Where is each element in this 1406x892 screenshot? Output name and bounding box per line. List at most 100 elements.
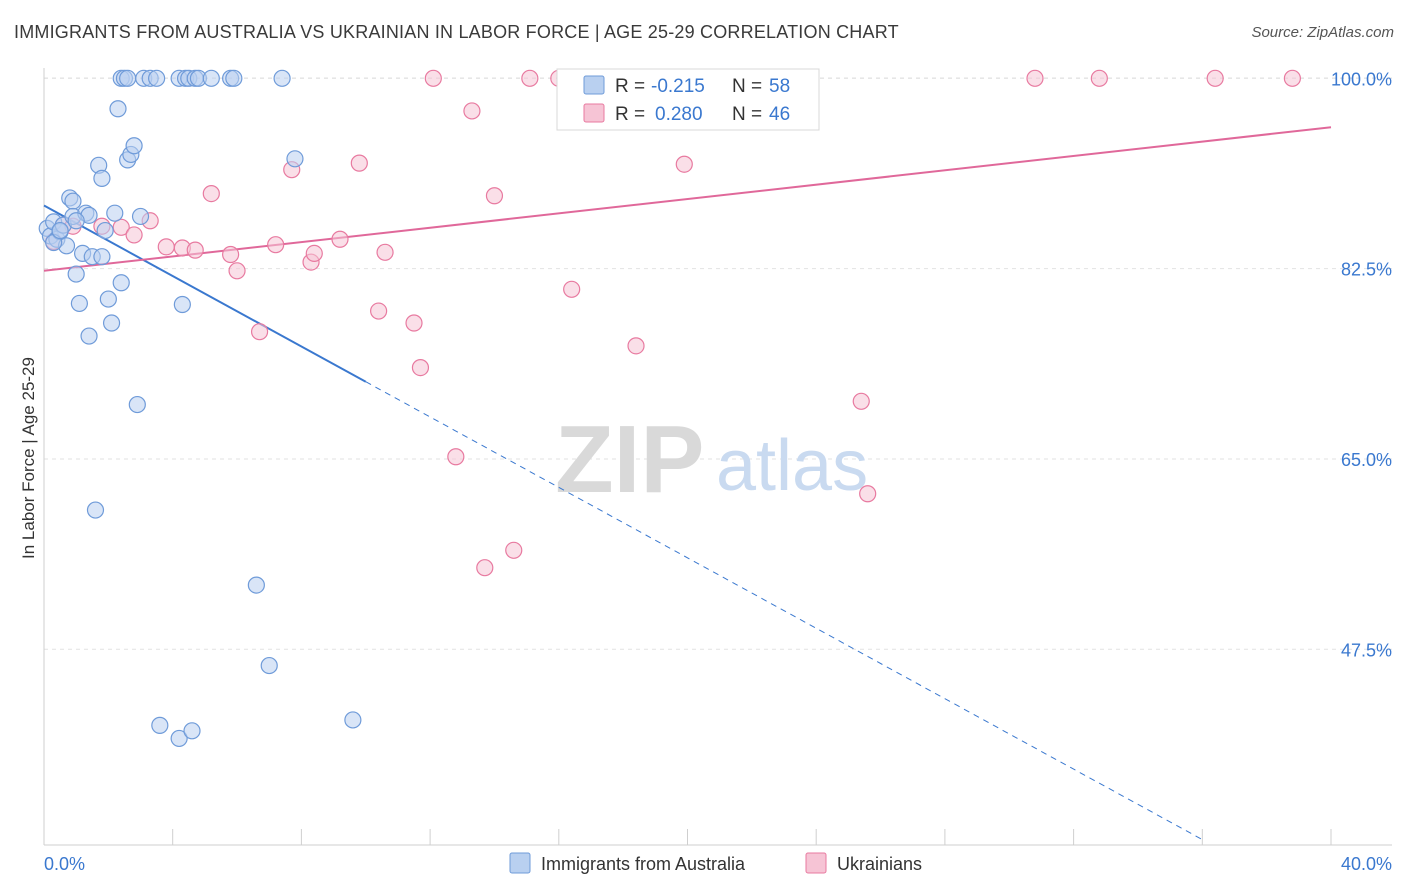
- point-ukrainian: [112, 218, 130, 236]
- point-ukrainian: [1026, 69, 1044, 87]
- point-ukrainian: [1283, 69, 1301, 87]
- chart-title: IMMIGRANTS FROM AUSTRALIA VS UKRAINIAN I…: [14, 22, 899, 42]
- y-tick-label: 65.0%: [1341, 450, 1392, 470]
- axes: [43, 68, 1392, 846]
- point-australia: [106, 204, 124, 222]
- point-ukrainian: [222, 245, 240, 264]
- grid-lines: [44, 77, 1392, 650]
- point-australia: [102, 314, 121, 332]
- point-australia: [93, 248, 111, 266]
- point-australia: [86, 501, 105, 519]
- point-ukrainian: [250, 323, 269, 341]
- point-australia: [344, 711, 362, 729]
- point-australia: [260, 656, 278, 675]
- point-ukrainian: [125, 226, 143, 244]
- point-australia: [80, 327, 98, 345]
- y-tick-label: 47.5%: [1341, 640, 1392, 660]
- point-ukrainian: [852, 392, 870, 410]
- point-ukrainian: [202, 184, 220, 203]
- point-australia: [67, 265, 85, 283]
- point-australia: [112, 274, 130, 292]
- point-ukrainian: [463, 102, 481, 120]
- stats-n-value-australia: 58: [769, 76, 790, 97]
- point-australia: [67, 212, 85, 230]
- stats-box: R = -0.215 N = 58 R = 0.280 N = 46: [556, 68, 820, 131]
- stats-swatch-ukrainian: [583, 103, 605, 123]
- point-australia: [119, 69, 137, 87]
- point-ukrainian: [447, 448, 465, 466]
- point-australia: [109, 100, 127, 118]
- stats-r-value-ukrainian: 0.280: [655, 104, 703, 125]
- point-ukrainian: [563, 280, 581, 298]
- point-ukrainian: [267, 236, 285, 254]
- point-ukrainian: [521, 69, 539, 87]
- point-australia: [125, 137, 143, 155]
- x-tick-label-max: 40.0%: [1341, 854, 1392, 874]
- point-ukrainian: [350, 154, 368, 172]
- point-australia: [225, 69, 243, 87]
- chart-source: Source: ZipAtlas.com: [1251, 24, 1394, 41]
- point-australia: [247, 576, 265, 594]
- point-australia: [96, 221, 114, 240]
- y-tick-label: 82.5%: [1341, 260, 1392, 280]
- stats-n-label-ukrainian: N =: [732, 104, 762, 125]
- point-australia: [273, 69, 291, 87]
- trend-line-australia: [43, 204, 367, 383]
- point-australia: [202, 69, 220, 87]
- point-ukrainian: [376, 243, 394, 261]
- point-australia: [99, 290, 117, 308]
- point-australia: [151, 716, 169, 734]
- point-australia: [70, 294, 88, 313]
- stats-n-label-australia: N =: [732, 76, 762, 97]
- legend-label-ukrainian: Ukrainians: [837, 854, 922, 874]
- legend-label-australia: Immigrants from Australia: [541, 854, 746, 874]
- legend-swatch-australia: [509, 852, 531, 874]
- point-australia: [51, 221, 69, 240]
- point-ukrainian: [1206, 69, 1224, 87]
- point-ukrainian: [485, 187, 504, 205]
- point-australia: [131, 207, 150, 226]
- stats-n-value-ukrainian: 46: [769, 104, 790, 125]
- stats-swatch-australia: [583, 75, 605, 95]
- y-tick-labels: 47.5% 65.0% 82.5% 100.0%: [1331, 69, 1392, 660]
- x-tick-label-min: 0.0%: [44, 854, 85, 874]
- point-ukrainian: [505, 541, 523, 559]
- y-tick-label: 100.0%: [1331, 69, 1392, 89]
- point-ukrainian: [424, 69, 442, 87]
- trend-line-ukrainian: [43, 126, 1332, 272]
- stats-r-label-australia: R =: [615, 76, 645, 97]
- point-ukrainian: [370, 302, 388, 320]
- stats-r-value-australia: -0.215: [651, 76, 705, 97]
- legend-swatch-ukrainian: [805, 852, 827, 874]
- point-ukrainian: [305, 244, 323, 262]
- point-ukrainian: [476, 559, 494, 577]
- point-ukrainian: [405, 314, 423, 332]
- watermark-zip: ZIP: [555, 406, 704, 513]
- point-australia: [286, 150, 304, 168]
- watermark-atlas: atlas: [716, 426, 868, 506]
- point-australia: [183, 722, 201, 740]
- point-ukrainian: [411, 358, 430, 377]
- point-australia: [64, 192, 82, 210]
- point-ukrainian: [859, 485, 877, 503]
- trend-lines: [43, 126, 1332, 841]
- point-australia: [173, 295, 191, 314]
- point-australia: [93, 169, 111, 187]
- point-ukrainian: [1090, 69, 1108, 87]
- point-ukrainian: [228, 262, 246, 280]
- point-ukrainian: [331, 230, 349, 248]
- point-australia: [128, 395, 146, 414]
- legend: Immigrants from Australia Ukrainians: [509, 852, 922, 874]
- point-ukrainian: [627, 337, 645, 355]
- point-ukrainian: [675, 155, 693, 173]
- point-ukrainian: [186, 241, 204, 259]
- point-australia: [148, 69, 166, 87]
- trend-line-australia-extrapolated: [365, 381, 1203, 841]
- point-ukrainian: [157, 238, 175, 256]
- y-axis-label: In Labor Force | Age 25-29: [19, 357, 38, 559]
- watermark: ZIP atlas: [555, 406, 868, 513]
- point-australia: [170, 729, 188, 748]
- stats-r-label-ukrainian: R =: [615, 104, 645, 125]
